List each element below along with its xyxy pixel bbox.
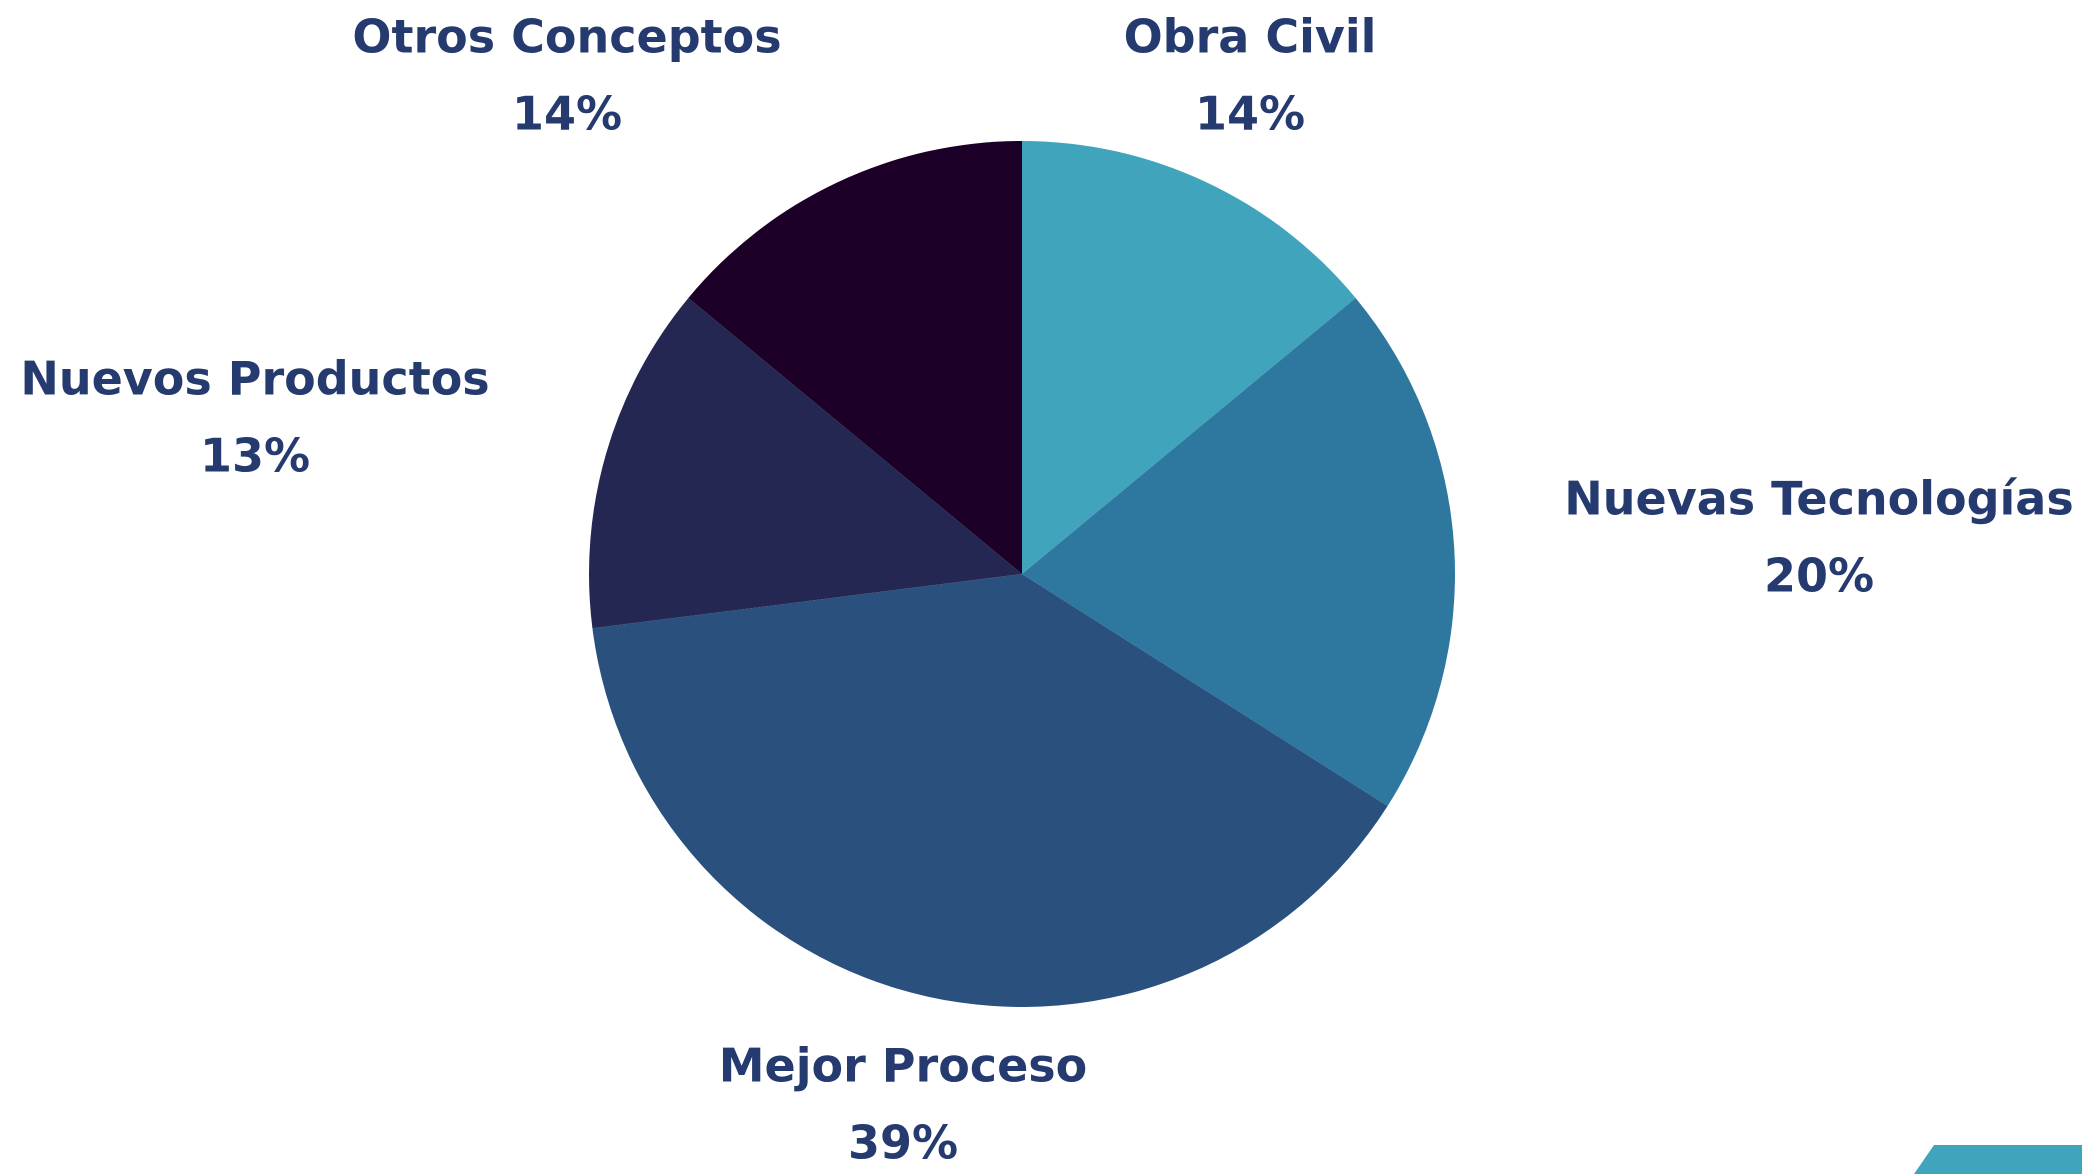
slice-label: Mejor Proceso — [719, 1039, 1088, 1093]
slice-value-label: 13% — [200, 429, 310, 483]
pie-slice — [688, 141, 1022, 574]
pie-slice — [1022, 297, 1455, 807]
pie-slice — [589, 297, 1022, 629]
slice-label: Obra Civil — [1124, 10, 1377, 64]
slice-label: Nuevas Tecnologías — [1564, 472, 2073, 526]
pie-slice — [1022, 141, 1356, 574]
slice-value-label: 14% — [1195, 87, 1305, 141]
slice-value-label: 14% — [512, 87, 622, 141]
slice-value-label: 39% — [848, 1116, 958, 1170]
pie-slice — [592, 574, 1388, 1007]
slice-value-label: 20% — [1764, 549, 1874, 603]
slice-label: Otros Conceptos — [352, 10, 781, 64]
slice-label: Nuevos Productos — [20, 352, 489, 406]
decoration — [1914, 1145, 2082, 1174]
